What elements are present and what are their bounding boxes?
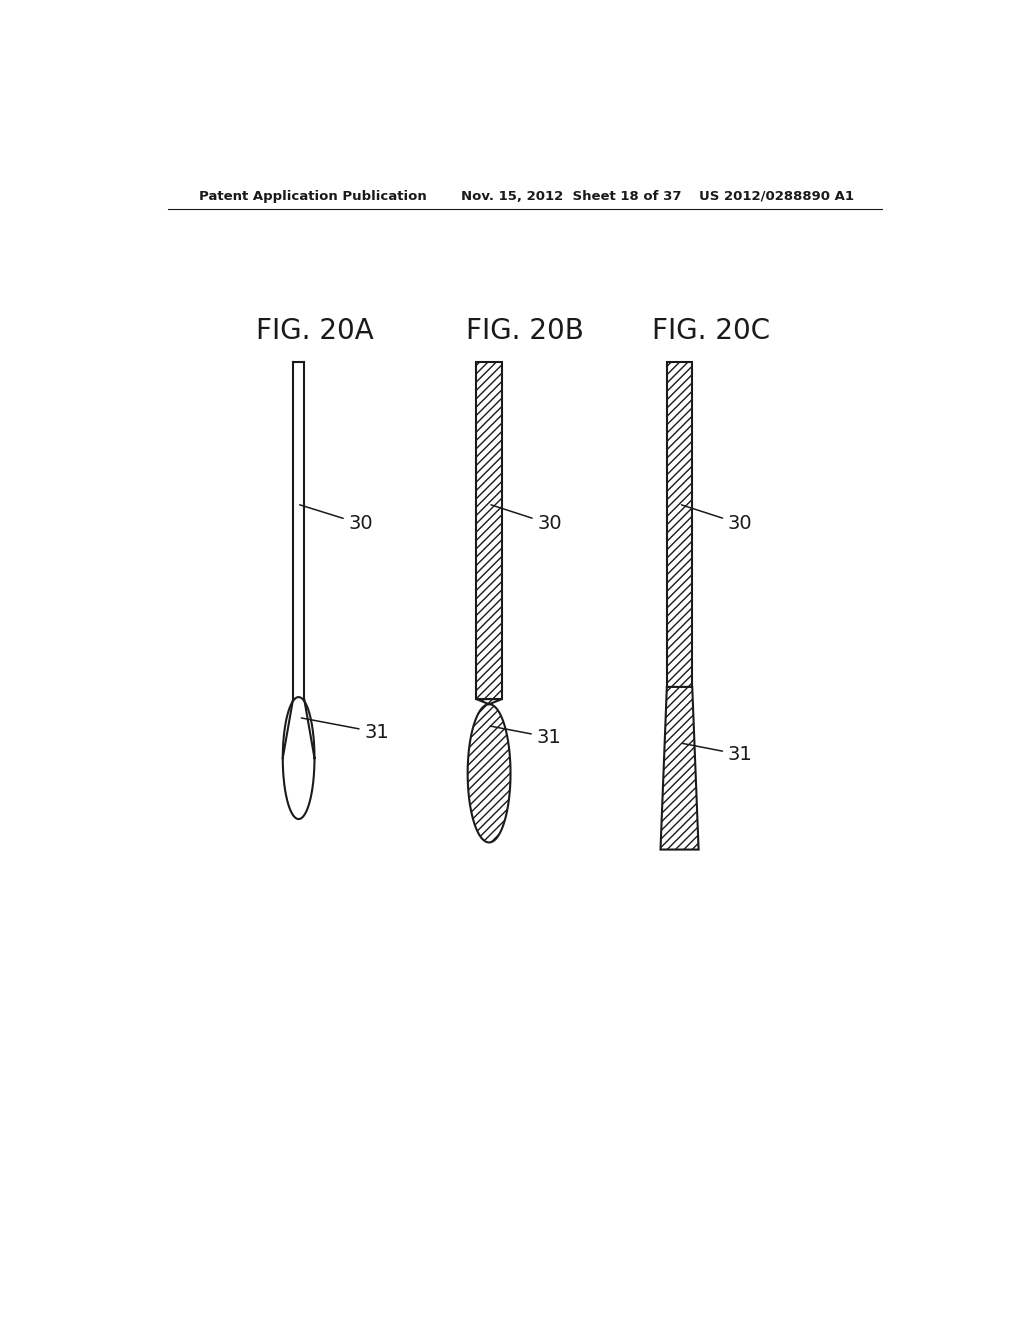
Text: US 2012/0288890 A1: US 2012/0288890 A1 [699,190,854,202]
Text: 31: 31 [301,718,389,742]
Polygon shape [476,362,502,700]
Text: 30: 30 [490,504,562,533]
Text: 30: 30 [300,504,373,533]
Text: 31: 31 [490,726,561,747]
Text: 30: 30 [681,504,753,533]
Polygon shape [660,686,698,850]
Text: FIG. 20A: FIG. 20A [256,317,374,346]
Polygon shape [667,362,692,686]
Polygon shape [468,700,511,842]
Text: Patent Application Publication: Patent Application Publication [200,190,427,202]
Text: FIG. 20B: FIG. 20B [466,317,584,346]
Text: Nov. 15, 2012  Sheet 18 of 37: Nov. 15, 2012 Sheet 18 of 37 [461,190,682,202]
Text: FIG. 20C: FIG. 20C [652,317,770,346]
Text: 31: 31 [682,743,753,764]
